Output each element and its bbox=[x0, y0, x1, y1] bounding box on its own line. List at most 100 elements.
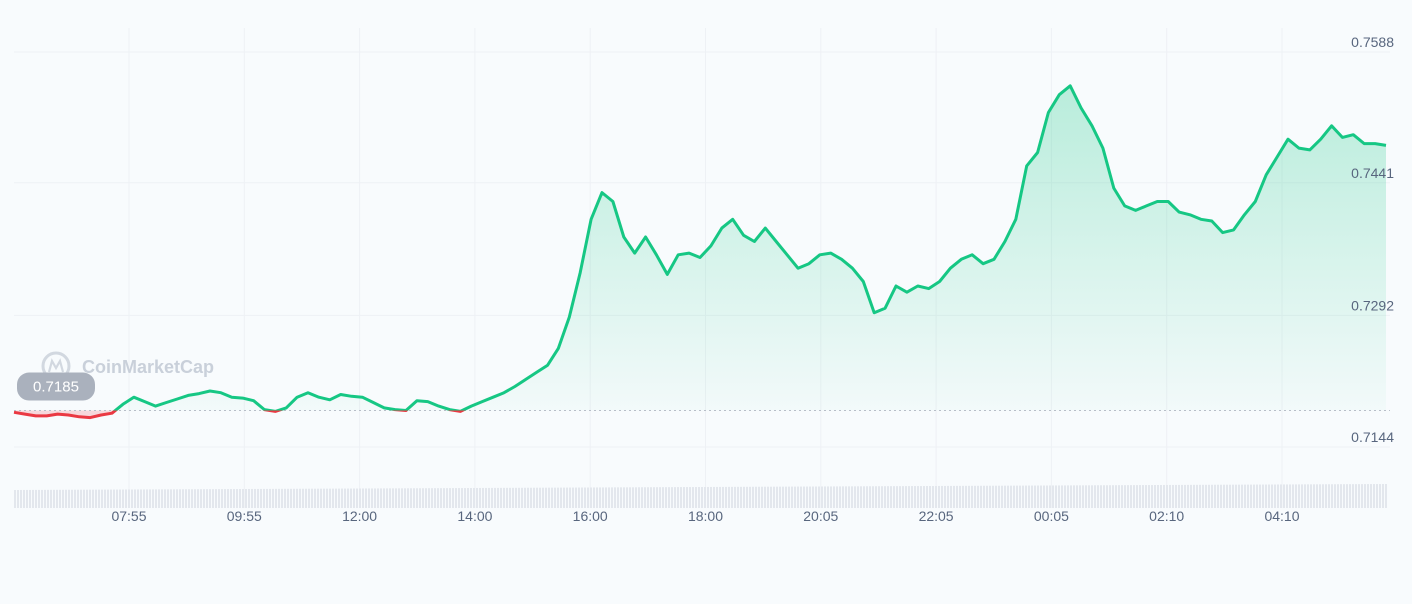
volume-bar bbox=[41, 489, 43, 508]
x-axis-ticks: 07:55 09:55 12:00 14:00 16:00 18:00 20:05 22:05… bbox=[111, 508, 1299, 524]
volume-bar bbox=[389, 488, 391, 508]
volume-bar bbox=[38, 489, 40, 508]
volume-bar bbox=[200, 489, 202, 508]
volume-bar bbox=[119, 489, 121, 508]
volume-bar bbox=[158, 489, 160, 508]
volume-bar bbox=[212, 489, 214, 508]
volume-bar bbox=[1349, 484, 1351, 508]
volume-bar bbox=[1127, 485, 1129, 508]
volume-bar bbox=[1340, 484, 1342, 508]
volume-bar bbox=[1079, 485, 1081, 508]
volume-bar bbox=[53, 489, 55, 508]
volume-bar bbox=[1049, 485, 1051, 508]
volume-bar bbox=[644, 487, 646, 508]
volume-bar bbox=[662, 487, 664, 508]
volume-bar bbox=[773, 486, 775, 508]
volume-bar bbox=[59, 489, 61, 508]
volume-bar bbox=[785, 486, 787, 508]
volume-bar bbox=[455, 488, 457, 508]
volume-bar bbox=[1001, 485, 1003, 508]
volume-bar bbox=[482, 487, 484, 508]
volume-bar bbox=[1076, 485, 1078, 508]
volume-bar bbox=[812, 486, 814, 508]
volume-bar bbox=[533, 487, 535, 508]
y-tick-label: 0.7292 bbox=[1351, 297, 1394, 313]
volume-bar bbox=[737, 486, 739, 508]
volume-bar bbox=[1037, 485, 1039, 508]
volume-bar bbox=[1385, 484, 1387, 508]
volume-bar bbox=[278, 488, 280, 508]
volume-bar bbox=[1070, 485, 1072, 508]
y-tick-label: 0.7441 bbox=[1351, 165, 1394, 181]
volume-bar bbox=[698, 487, 700, 508]
volume-bar bbox=[1358, 484, 1360, 508]
volume-bar bbox=[548, 487, 550, 508]
volume-bar bbox=[1145, 485, 1147, 508]
volume-bar bbox=[668, 487, 670, 508]
volume-bar bbox=[503, 487, 505, 508]
volume-bar bbox=[827, 486, 829, 508]
price-line-up bbox=[112, 84, 1387, 411]
volume-bar bbox=[596, 487, 598, 508]
volume-bar bbox=[14, 490, 16, 508]
watermark-text: CoinMarketCap bbox=[82, 357, 214, 377]
volume-bar bbox=[425, 488, 427, 508]
volume-bar bbox=[1376, 484, 1378, 508]
volume-bar bbox=[377, 488, 379, 508]
volume-bar bbox=[116, 489, 118, 508]
volume-bar bbox=[1241, 484, 1243, 508]
volume-bar bbox=[614, 487, 616, 508]
volume-bar bbox=[1325, 484, 1327, 508]
volume-bar bbox=[944, 485, 946, 508]
volume-bar bbox=[932, 485, 934, 508]
volume-bar bbox=[1211, 484, 1213, 508]
volume-bar bbox=[680, 487, 682, 508]
volume-bar bbox=[386, 488, 388, 508]
volume-bar bbox=[863, 486, 865, 508]
volume-bar bbox=[236, 489, 238, 508]
volume-bar bbox=[860, 486, 862, 508]
volume-bar bbox=[434, 488, 436, 508]
volume-bar bbox=[299, 488, 301, 508]
volume-bar bbox=[368, 488, 370, 508]
volume-bar bbox=[215, 489, 217, 508]
volume-bar bbox=[554, 487, 556, 508]
volume-bar bbox=[797, 486, 799, 508]
volume-bar bbox=[206, 489, 208, 508]
volume-bar bbox=[899, 486, 901, 508]
volume-bar bbox=[152, 489, 154, 508]
volume-bar bbox=[725, 486, 727, 508]
volume-bar bbox=[1232, 484, 1234, 508]
volume-bar bbox=[62, 489, 64, 508]
volume-bar bbox=[167, 489, 169, 508]
volume-bar bbox=[1187, 484, 1189, 508]
volume-bar bbox=[947, 485, 949, 508]
volume-bar bbox=[263, 488, 265, 508]
volume-bar bbox=[71, 489, 73, 508]
volume-bar bbox=[749, 486, 751, 508]
volume-bar bbox=[473, 487, 475, 508]
volume-bar bbox=[887, 486, 889, 508]
volume-bar bbox=[1229, 484, 1231, 508]
volume-bar bbox=[1097, 485, 1099, 508]
volume-bar bbox=[86, 489, 88, 508]
volume-bar bbox=[980, 485, 982, 508]
volume-bar bbox=[359, 488, 361, 508]
volume-bar bbox=[275, 488, 277, 508]
volume-bar bbox=[1319, 484, 1321, 508]
volume-bar bbox=[1265, 484, 1267, 508]
volume-bar bbox=[800, 486, 802, 508]
volume-bar bbox=[380, 488, 382, 508]
volume-bar bbox=[1058, 485, 1060, 508]
volume-bar bbox=[593, 487, 595, 508]
volume-bar bbox=[638, 487, 640, 508]
volume-bar bbox=[1013, 485, 1015, 508]
volume-bar bbox=[1091, 485, 1093, 508]
volume-bar bbox=[188, 489, 190, 508]
volume-bar bbox=[326, 488, 328, 508]
volume-bar bbox=[401, 488, 403, 508]
volume-bar bbox=[311, 488, 313, 508]
volume-bar bbox=[107, 489, 109, 508]
volume-bar bbox=[128, 489, 130, 508]
volume-bar bbox=[1352, 484, 1354, 508]
